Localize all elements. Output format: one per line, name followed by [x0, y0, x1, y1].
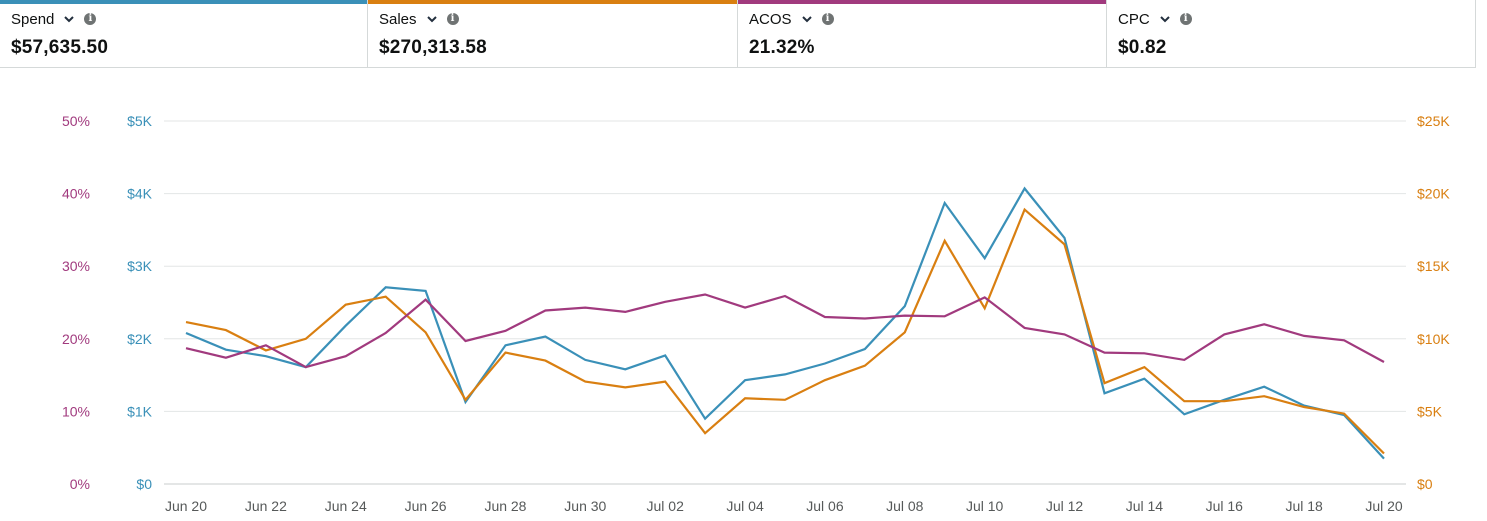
metric-value: 21.32% [749, 37, 815, 58]
sales-axis-tick-label: $20K [1417, 186, 1450, 202]
acos-axis-tick-label: 40% [62, 186, 90, 202]
metric-value: $270,313.58 [379, 37, 487, 58]
x-axis-tick-label: Jul 10 [966, 498, 1004, 514]
acos-axis-tick-label: 30% [62, 258, 90, 274]
spend-axis-tick-label: $5K [127, 113, 153, 129]
metric-color-bar [0, 0, 367, 4]
info-icon[interactable]: i [446, 13, 459, 25]
metric-tile-sales[interactable]: Sales i $270,313.58 [368, 0, 738, 68]
x-axis-tick-label: Jul 16 [1206, 498, 1244, 514]
x-axis-tick-label: Jun 24 [325, 498, 367, 514]
x-axis-tick-label: Jul 18 [1285, 498, 1323, 514]
x-axis-tick-label: Jul 04 [726, 498, 764, 514]
metric-value: $0.82 [1118, 37, 1167, 58]
x-axis-tick-label: Jul 08 [886, 498, 924, 514]
sales-axis-tick-label: $25K [1417, 113, 1450, 129]
x-axis-tick-label: Jul 20 [1365, 498, 1403, 514]
x-axis-tick-label: Jul 06 [806, 498, 844, 514]
chevron-down-icon[interactable] [801, 13, 813, 25]
chevron-down-icon[interactable] [426, 13, 438, 25]
x-axis-tick-label: Jun 30 [564, 498, 606, 514]
x-axis-tick-label: Jul 12 [1046, 498, 1084, 514]
metric-tiles: Spend i $57,635.50 Sales i $270,313.58 A… [0, 0, 1476, 68]
spend-axis-tick-label: $0 [136, 476, 152, 492]
sales-axis-tick-label: $15K [1417, 258, 1450, 274]
spend-axis-tick-label: $4K [127, 186, 153, 202]
x-axis-tick-label: Jul 02 [647, 498, 685, 514]
metric-color-bar [738, 0, 1106, 4]
x-axis-tick-label: Jun 22 [245, 498, 287, 514]
performance-line-chart: 0% 10% 20% 30% 40% 50% $0 $1K $2K $3K $4K $5K $0 $5K $… [62, 113, 1450, 514]
spend-axis-tick-label: $3K [127, 258, 153, 274]
spend-axis-tick-label: $1K [127, 403, 153, 419]
metric-tile-cpc[interactable]: CPC i $0.82 [1107, 0, 1476, 68]
x-axis-tick-label: Jun 20 [165, 498, 207, 514]
spend-axis-tick-label: $2K [127, 331, 153, 347]
chevron-down-icon[interactable] [63, 13, 75, 25]
metric-label: ACOS [749, 10, 792, 28]
series-line-spend [185, 186, 1385, 460]
x-axis-tick-label: Jul 14 [1126, 498, 1164, 514]
sales-axis-tick-label: $10K [1417, 331, 1450, 347]
sales-axis-tick-label: $0 [1417, 476, 1433, 492]
info-icon[interactable]: i [1179, 13, 1192, 25]
info-icon[interactable]: i [821, 13, 834, 25]
metric-label: Spend [11, 10, 55, 28]
series-line-acos [185, 293, 1385, 369]
metric-color-bar [1107, 0, 1475, 4]
acos-axis-tick-label: 20% [62, 331, 90, 347]
sales-axis-tick-label: $5K [1417, 403, 1443, 419]
chevron-down-icon[interactable] [1159, 13, 1171, 25]
metric-tile-acos[interactable]: ACOS i 21.32% [738, 0, 1107, 68]
acos-axis-tick-label: 50% [62, 113, 90, 129]
series-line-sales [185, 207, 1385, 455]
x-axis-tick-label: Jun 26 [405, 498, 447, 514]
info-icon[interactable]: i [84, 13, 97, 25]
metric-color-bar [368, 0, 737, 4]
acos-axis-tick-label: 10% [62, 403, 90, 419]
metric-label: CPC [1118, 10, 1150, 28]
metric-label: Sales [379, 10, 417, 28]
metric-value: $57,635.50 [11, 37, 109, 58]
acos-axis-tick-label: 0% [70, 476, 90, 492]
x-axis-tick-label: Jun 28 [484, 498, 526, 514]
metric-tile-spend[interactable]: Spend i $57,635.50 [0, 0, 368, 68]
